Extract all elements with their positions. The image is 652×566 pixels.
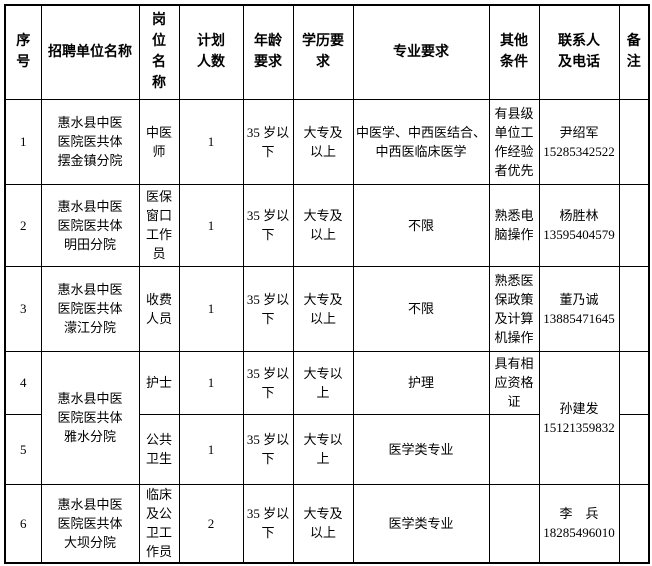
cell-contact: 尹绍军 15285342522: [538, 98, 620, 185]
cell-count: 1: [178, 265, 244, 352]
cell-edu: 大专及以上: [292, 183, 354, 267]
recruitment-table: 序号 招聘单位名称 岗位名称 计划人数 年龄要求 学历要求 专业要求 其他条件 …: [4, 4, 650, 564]
header-row: 序号 招聘单位名称 岗位名称 计划人数 年龄要求 学历要求 专业要求 其他条件 …: [4, 4, 650, 100]
cell-age: 35 岁以下: [242, 350, 294, 415]
cell-edu: 大专以上: [292, 413, 354, 485]
cell-note: [618, 483, 650, 564]
cell-major: 医学类专业: [352, 413, 490, 485]
cell-age: 35 岁以下: [242, 265, 294, 352]
contact-name: 李 兵: [559, 506, 599, 522]
cell-count: 1: [178, 350, 244, 415]
cell-note: [618, 183, 650, 267]
header-label-post: 岗位名称: [152, 13, 166, 92]
contact-name: 孙建发: [559, 400, 599, 416]
cell-unit: 惠水县中医医院医共体大坝分院: [40, 483, 140, 564]
header-cell-post: 岗位名称: [138, 4, 180, 100]
header-label-no: 序号: [16, 34, 31, 71]
contact-name: 董乃诚: [559, 291, 599, 307]
cell-contact: 李 兵 18285496010: [538, 483, 620, 564]
cell-unit-merged: 惠水县中医医院医共体雅水分院: [40, 350, 140, 485]
cell-no: 3: [4, 265, 42, 352]
header-label-age: 年龄要求: [254, 34, 282, 71]
cell-age: 35 岁以下: [242, 98, 294, 185]
cell-edu: 大专及以上: [292, 483, 354, 564]
cell-unit: 惠水县中医医院医共体摆金镇分院: [40, 98, 140, 185]
contact-phone: 15121359832: [543, 419, 615, 435]
cell-contact: 董乃诚 13885471645: [538, 265, 620, 352]
cell-count: 1: [178, 413, 244, 485]
cell-note: [618, 350, 650, 415]
header-label-major: 专业要求: [393, 44, 449, 60]
cell-post: 医保窗口工作员: [138, 183, 180, 267]
header-cell-note: 备注: [618, 4, 650, 100]
cell-other: 具有相应资格证: [488, 350, 540, 415]
header-cell-edu: 学历要求: [292, 4, 354, 100]
cell-major: 护理: [352, 350, 490, 415]
cell-post: 公共卫生: [138, 413, 180, 485]
cell-other: 有县级单位工作经验者优先: [488, 98, 540, 185]
table-row: 1 惠水县中医医院医共体摆金镇分院 中医师 1 35 岁以下 大专及以上 中医学…: [4, 98, 650, 185]
header-cell-other: 其他条件: [488, 4, 540, 100]
cell-other: [488, 483, 540, 564]
header-cell-major: 专业要求: [352, 4, 490, 100]
cell-edu: 大专以上: [292, 350, 354, 415]
cell-no: 5: [4, 413, 42, 485]
cell-note: [618, 413, 650, 485]
cell-no: 2: [4, 183, 42, 267]
cell-post: 临床及公卫工作员: [138, 483, 180, 564]
cell-other: [488, 413, 540, 485]
header-cell-unit: 招聘单位名称: [40, 4, 140, 100]
table-row: 4 惠水县中医医院医共体雅水分院 护士 1 35 岁以下 大专以上 护理 具有相…: [4, 350, 650, 485]
header-cell-age: 年龄要求: [242, 4, 294, 100]
contact-phone: 13595404579: [543, 227, 615, 242]
cell-post: 护士: [138, 350, 180, 415]
table-row: 6 惠水县中医医院医共体大坝分院 临床及公卫工作员 2 35 岁以下 大专及以上…: [4, 483, 650, 564]
header-cell-contact: 联系人及电话: [538, 4, 620, 100]
cell-no: 4: [4, 350, 42, 415]
table-row: 3 惠水县中医医院医共体濛江分院 收费人员 1 35 岁以下 大专及以上 不限 …: [4, 265, 650, 352]
cell-post: 收费人员: [138, 265, 180, 352]
cell-major: 中医学、中西医结合、中西医临床医学: [352, 98, 490, 185]
contact-phone: 15285342522: [543, 143, 615, 159]
cell-count: 1: [178, 98, 244, 185]
header-cell-count: 计划人数: [178, 4, 244, 100]
header-cell-no: 序号: [4, 4, 42, 100]
cell-contact-merged: 孙建发 15121359832: [538, 350, 620, 485]
header-label-edu: 学历要求: [302, 34, 344, 71]
cell-count: 1: [178, 183, 244, 267]
cell-unit: 惠水县中医医院医共体濛江分院: [40, 265, 140, 352]
cell-unit: 惠水县中医医院医共体明田分院: [40, 183, 140, 267]
header-label-unit: 招聘单位名称: [48, 44, 132, 60]
cell-age: 35 岁以下: [242, 413, 294, 485]
header-label-note: 备注: [626, 34, 641, 71]
cell-edu: 大专及以上: [292, 98, 354, 185]
cell-major: 不限: [352, 183, 490, 267]
cell-major: 不限: [352, 265, 490, 352]
cell-post: 中医师: [138, 98, 180, 185]
cell-age: 35 岁以下: [242, 483, 294, 564]
table-row: 2 惠水县中医医院医共体明田分院 医保窗口工作员 1 35 岁以下 大专及以上 …: [4, 183, 650, 267]
contact-name: 尹绍军: [559, 124, 599, 140]
cell-other: 熟悉医保政策及计算机操作: [488, 265, 540, 352]
contact-name: 杨胜林: [559, 208, 599, 223]
cell-no: 1: [4, 98, 42, 185]
table-row: 5 公共卫生 1 35 岁以下 大专以上 医学类专业: [4, 413, 650, 485]
cell-contact: 杨胜林 13595404579: [538, 183, 620, 267]
contact-phone: 13885471645: [543, 310, 615, 326]
cell-edu: 大专及以上: [292, 265, 354, 352]
cell-age: 35 岁以下: [242, 183, 294, 267]
cell-note: [618, 265, 650, 352]
cell-other: 熟悉电脑操作: [488, 183, 540, 267]
cell-note: [618, 98, 650, 185]
contact-phone: 18285496010: [543, 525, 615, 541]
header-label-count: 计划人数: [197, 34, 225, 71]
header-label-contact: 联系人及电话: [557, 34, 600, 71]
cell-major: 医学类专业: [352, 483, 490, 564]
cell-count: 2: [178, 483, 244, 564]
header-label-other: 其他条件: [500, 34, 528, 71]
cell-no: 6: [4, 483, 42, 564]
